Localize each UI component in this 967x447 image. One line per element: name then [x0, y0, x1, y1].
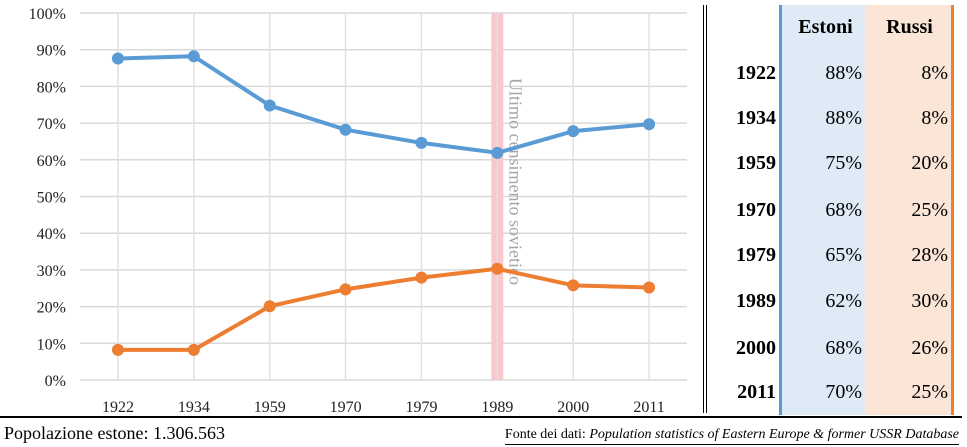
- row-estoni: 88%: [825, 62, 862, 84]
- data-point-estoni: [491, 146, 504, 159]
- data-point-estoni: [643, 118, 656, 131]
- data-point-estoni: [263, 99, 276, 112]
- row-year: 2000: [736, 337, 776, 359]
- row-estoni: 75%: [825, 152, 862, 174]
- source-label: Fonte dei dati:: [504, 427, 590, 442]
- x-tick-label: 1922: [102, 399, 134, 415]
- line-chart: 0% 10% 20% 30% 40% 50% 60% 70% 80% 90% 100% 1922 193…: [29, 6, 687, 415]
- footer-divider: [0, 416, 962, 418]
- y-tick-label: 90%: [37, 43, 66, 60]
- row-russi: 8%: [921, 62, 948, 84]
- row-year: 1922: [736, 62, 776, 84]
- data-point-russi: [339, 283, 352, 296]
- row-year: 1979: [736, 244, 776, 266]
- y-tick-label: 60%: [37, 153, 66, 170]
- y-tick-label: 0%: [45, 373, 66, 390]
- data-point-russi: [187, 343, 200, 356]
- data-point-russi: [415, 271, 428, 284]
- y-tick-label: 10%: [37, 336, 66, 353]
- row-russi: 30%: [911, 290, 948, 312]
- series-line-estoni: [117, 54, 650, 155]
- row-russi: 25%: [911, 381, 948, 403]
- row-year: 1934: [736, 107, 776, 129]
- y-tick-label: 50%: [37, 190, 66, 207]
- y-tick-label: 70%: [37, 116, 66, 133]
- source-name: Population statistics of Eastern Europe …: [589, 427, 959, 442]
- y-tick-label: 80%: [37, 79, 66, 96]
- data-point-estoni: [339, 123, 352, 136]
- data-point-russi: [567, 279, 580, 292]
- data-point-russi: [643, 281, 656, 294]
- row-estoni: 68%: [825, 337, 862, 359]
- annotation-label: Ultimo censimento sovietico: [505, 78, 525, 285]
- data-point-russi: [491, 262, 504, 275]
- series-line-russi: [117, 266, 650, 352]
- data-point-russi: [111, 343, 124, 356]
- x-tick-label: 2011: [633, 399, 664, 415]
- x-tick-label: 1970: [330, 399, 362, 415]
- x-tick-label: 1989: [481, 399, 513, 415]
- row-year: 1959: [736, 152, 776, 174]
- row-russi: 28%: [911, 244, 948, 266]
- row-russi: 20%: [911, 152, 948, 174]
- x-tick-label: 2000: [557, 399, 589, 415]
- x-tick-label: 1959: [254, 399, 286, 415]
- russi-column: [866, 5, 954, 415]
- row-estoni: 70%: [825, 381, 862, 403]
- x-tick-label: 1934: [178, 399, 210, 415]
- data-point-estoni: [111, 52, 124, 65]
- y-tick-label: 40%: [37, 226, 66, 243]
- table-divider: [703, 5, 707, 413]
- row-russi: 25%: [911, 199, 948, 221]
- data-point-russi: [263, 300, 276, 313]
- row-russi: 26%: [911, 337, 948, 359]
- row-estoni: 68%: [825, 199, 862, 221]
- header-russi: Russi: [886, 16, 933, 38]
- y-tick-label: 20%: [37, 300, 66, 317]
- population-note: Popolazione estone: 1.306.563: [4, 423, 225, 443]
- data-point-estoni: [567, 125, 580, 138]
- header-estoni: Estoni: [798, 16, 853, 38]
- row-russi: 8%: [921, 107, 948, 129]
- source-note: Fonte dei dati: Population statistics of…: [504, 427, 959, 445]
- data-point-estoni: [187, 50, 200, 63]
- y-tick-label: 100%: [29, 6, 66, 23]
- row-year: 1970: [736, 199, 776, 221]
- y-tick-label: 30%: [37, 263, 66, 280]
- row-estoni: 62%: [825, 290, 862, 312]
- estoni-column: [779, 5, 869, 415]
- row-year: 2011: [737, 381, 776, 403]
- row-year: 1989: [736, 290, 776, 312]
- x-tick-label: 1979: [405, 399, 437, 415]
- row-estoni: 65%: [825, 244, 862, 266]
- data-point-estoni: [415, 136, 428, 149]
- row-estoni: 88%: [825, 107, 862, 129]
